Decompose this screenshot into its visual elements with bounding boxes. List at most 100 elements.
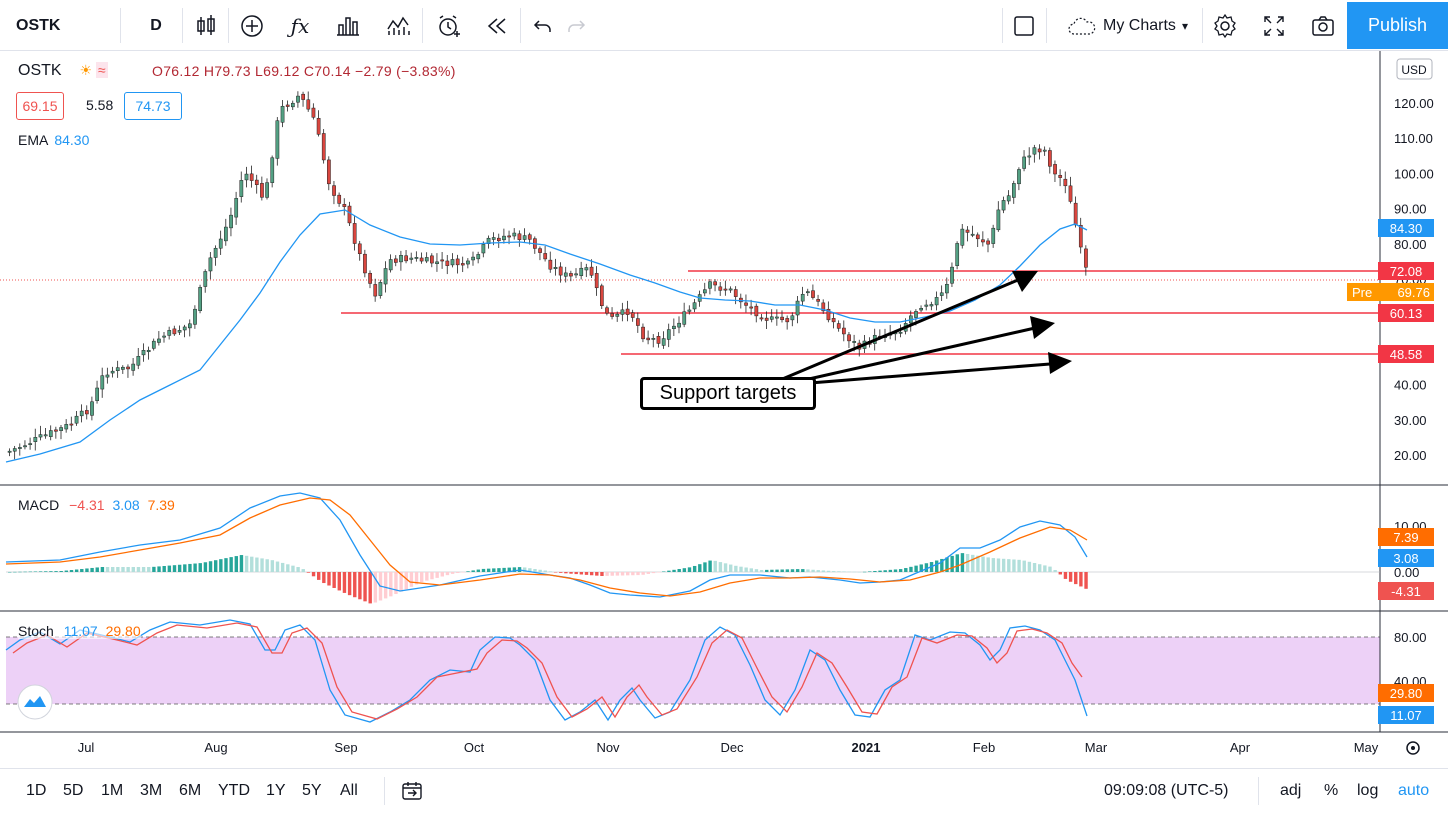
- candle-body: [435, 261, 439, 265]
- macd-hist-bar: [414, 572, 419, 585]
- candle-body: [321, 133, 326, 161]
- interval-button[interactable]: D: [150, 16, 162, 34]
- candle-body: [981, 239, 985, 243]
- candle-body: [759, 317, 764, 320]
- templates-icon[interactable]: [332, 0, 364, 51]
- macd-hist-bar: [909, 566, 913, 572]
- macd-hist-bar: [363, 572, 367, 602]
- range-5d-button[interactable]: 5D: [63, 782, 84, 799]
- candle-body: [208, 257, 213, 272]
- macd-hist-bar: [162, 566, 166, 572]
- candle-body: [43, 434, 48, 437]
- alert-icon[interactable]: [432, 0, 464, 51]
- macd-hist-bar: [1017, 559, 1021, 572]
- range-5y-button[interactable]: 5Y: [302, 782, 322, 799]
- macd-hist-bar: [641, 572, 645, 575]
- time-axis[interactable]: Jul Aug Sep Oct Nov Dec 2021 Feb Mar Apr May: [78, 740, 1379, 755]
- indicators-fx-icon[interactable]: ƒx: [290, 13, 310, 38]
- macd-hist-bar: [481, 568, 486, 572]
- publish-button[interactable]: Publish: [1347, 2, 1448, 49]
- macd-hist-bar: [394, 572, 398, 595]
- macd-hist-bar: [1063, 572, 1068, 579]
- macd-hist-bar: [919, 564, 923, 572]
- range-all-button[interactable]: All: [340, 782, 358, 799]
- macd-hist-bar: [935, 560, 939, 572]
- gear-icon[interactable]: [1209, 0, 1241, 51]
- adj-toggle[interactable]: adj: [1280, 782, 1302, 799]
- camera-icon[interactable]: [1307, 0, 1339, 51]
- macd-hist-bar: [806, 569, 810, 572]
- macd-hist-bar: [492, 568, 496, 572]
- undo-icon[interactable]: [527, 0, 559, 51]
- tradingview-logo-icon[interactable]: [17, 684, 53, 720]
- symbol-search-button[interactable]: OSTK: [16, 16, 61, 34]
- candle-body: [723, 288, 728, 291]
- range-6m-button[interactable]: 6M: [179, 782, 202, 799]
- ask-badge[interactable]: 74.73: [124, 92, 182, 120]
- candle-body: [260, 183, 264, 198]
- macd-hist-bar: [1022, 560, 1026, 572]
- macd-hist-bar: [986, 557, 990, 572]
- candle-body: [733, 289, 738, 297]
- candle-body: [960, 228, 965, 246]
- macd-hist-bar: [945, 557, 949, 572]
- macd-hist-bar: [440, 572, 444, 577]
- candle-body: [651, 338, 656, 340]
- candle-body: [337, 194, 342, 204]
- chart-canvas[interactable]: 120.00110.00100.0090.0080.0070.0060.0050…: [0, 51, 1448, 768]
- macd-hist-bar: [116, 567, 120, 572]
- candle-body: [357, 243, 362, 254]
- my-charts-button[interactable]: My Charts ▾: [1055, 0, 1200, 51]
- replay-icon[interactable]: [481, 0, 513, 51]
- range-ytd-button[interactable]: YTD: [218, 782, 250, 799]
- log-toggle[interactable]: log: [1357, 782, 1379, 799]
- macd-hist-bar: [157, 566, 161, 572]
- candle-body: [126, 366, 130, 370]
- chart-settings-gear-icon[interactable]: [1406, 741, 1420, 755]
- legend-symbol[interactable]: OSTK: [18, 62, 62, 79]
- range-3m-button[interactable]: 3M: [140, 782, 163, 799]
- financials-icon[interactable]: [382, 0, 414, 51]
- redo-icon[interactable]: [560, 0, 592, 51]
- macd-hist-bar: [821, 570, 826, 572]
- candle-body: [955, 243, 960, 266]
- candle-body: [687, 309, 692, 312]
- macd-hist-bar: [476, 569, 481, 572]
- macd-hist-bar: [605, 572, 609, 576]
- bid-badge[interactable]: 69.15: [16, 92, 64, 120]
- range-1y-button[interactable]: 1Y: [266, 782, 286, 799]
- candle-body: [744, 302, 748, 306]
- candle-body: [970, 233, 975, 236]
- candle-body: [728, 288, 733, 291]
- percent-toggle[interactable]: %: [1324, 782, 1339, 799]
- support-targets-callout[interactable]: Support targets: [640, 377, 816, 410]
- price-axis[interactable]: 120.00110.00100.0090.0080.0070.0060.0050…: [1394, 96, 1434, 689]
- macd-hist-bar: [826, 570, 831, 572]
- macd-hist-bar: [857, 571, 862, 573]
- fullscreen-icon[interactable]: [1258, 0, 1290, 51]
- macd-hist-bar: [656, 572, 661, 573]
- currency-badge[interactable]: USD: [1396, 58, 1433, 80]
- candle-body: [1001, 200, 1006, 211]
- range-1d-button[interactable]: 1D: [26, 782, 47, 799]
- macd-hist-bar: [950, 555, 954, 572]
- candle-body: [182, 326, 187, 331]
- candle-body: [7, 450, 12, 453]
- candle-body: [718, 286, 723, 291]
- macd-hist-bar: [291, 565, 295, 572]
- layout-square-icon[interactable]: [1008, 0, 1040, 51]
- clock-timezone[interactable]: 09:09:08 (UTC-5): [1104, 782, 1229, 799]
- candles-style-icon[interactable]: [190, 0, 222, 51]
- goto-date-icon[interactable]: [400, 769, 424, 813]
- chart-area[interactable]: 120.00110.00100.0090.0080.0070.0060.0050…: [0, 51, 1448, 768]
- candle-body: [48, 430, 53, 437]
- macd-hist-bar: [960, 553, 965, 572]
- compare-add-icon[interactable]: [236, 0, 268, 51]
- auto-toggle[interactable]: auto: [1398, 782, 1430, 799]
- macd-hist-bar: [775, 569, 779, 572]
- price-tick-label: 40.00: [1394, 378, 1427, 393]
- macd-hist-bar: [1079, 572, 1083, 587]
- range-1m-button[interactable]: 1M: [101, 782, 124, 799]
- macd-hist-bar: [342, 572, 347, 593]
- macd-hist-bar: [538, 569, 542, 572]
